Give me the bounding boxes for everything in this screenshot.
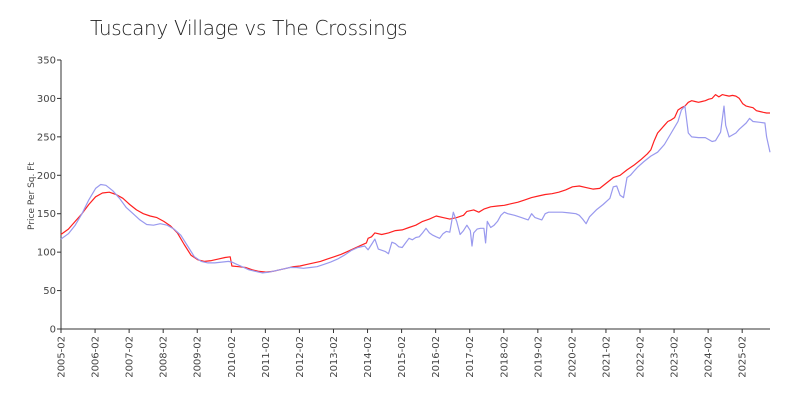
y-tick-label: 350 xyxy=(37,56,56,67)
y-tick-label: 100 xyxy=(37,248,56,259)
y-tick-label: 0 xyxy=(50,325,56,336)
axes: 0 50 100 150 200 250 300 350 2005-02 2006-02 2007-… xyxy=(37,56,770,378)
x-tick-label: 2007-02 xyxy=(125,336,136,378)
series-layer xyxy=(60,94,771,274)
series-line-tuscany-village xyxy=(60,94,770,273)
x-tick-label: 2009-02 xyxy=(193,336,204,378)
x-tick-label: 2006-02 xyxy=(91,336,102,378)
x-tick-label: 2011-02 xyxy=(261,336,272,378)
y-axis-label: Price Per Sq. Ft xyxy=(27,162,37,230)
x-tick-label: 2018-02 xyxy=(499,336,510,378)
x-tick-label: 2025-02 xyxy=(738,336,749,378)
x-tick-label: 2015-02 xyxy=(397,336,408,378)
x-tick-label: 2019-02 xyxy=(533,336,544,378)
y-tick-label: 300 xyxy=(37,94,56,105)
x-tick-label: 2023-02 xyxy=(670,336,681,378)
x-tick-label: 2024-02 xyxy=(704,336,715,378)
x-tick-label: 2016-02 xyxy=(431,336,442,378)
x-tick-label: 2013-02 xyxy=(329,336,340,378)
x-tick-label: 2014-02 xyxy=(363,336,374,378)
x-tick-label: 2008-02 xyxy=(159,336,170,378)
x-tick-label: 2010-02 xyxy=(227,336,238,378)
x-tick-label: 2005-02 xyxy=(57,336,68,378)
chart-title: Tuscany Village vs The Crossings xyxy=(90,16,408,40)
x-tick-label: 2020-02 xyxy=(567,336,578,378)
x-tick-label: 2012-02 xyxy=(295,336,306,378)
y-tick-label: 250 xyxy=(37,132,56,143)
series-line-the-crossings xyxy=(60,105,771,274)
y-tick-label: 50 xyxy=(43,286,56,297)
x-tick-label: 2021-02 xyxy=(601,336,612,378)
y-tick-label: 150 xyxy=(37,209,56,220)
x-tick-label: 2017-02 xyxy=(465,336,476,378)
x-tick-label: 2022-02 xyxy=(636,336,647,378)
y-tick-label: 200 xyxy=(37,171,56,182)
